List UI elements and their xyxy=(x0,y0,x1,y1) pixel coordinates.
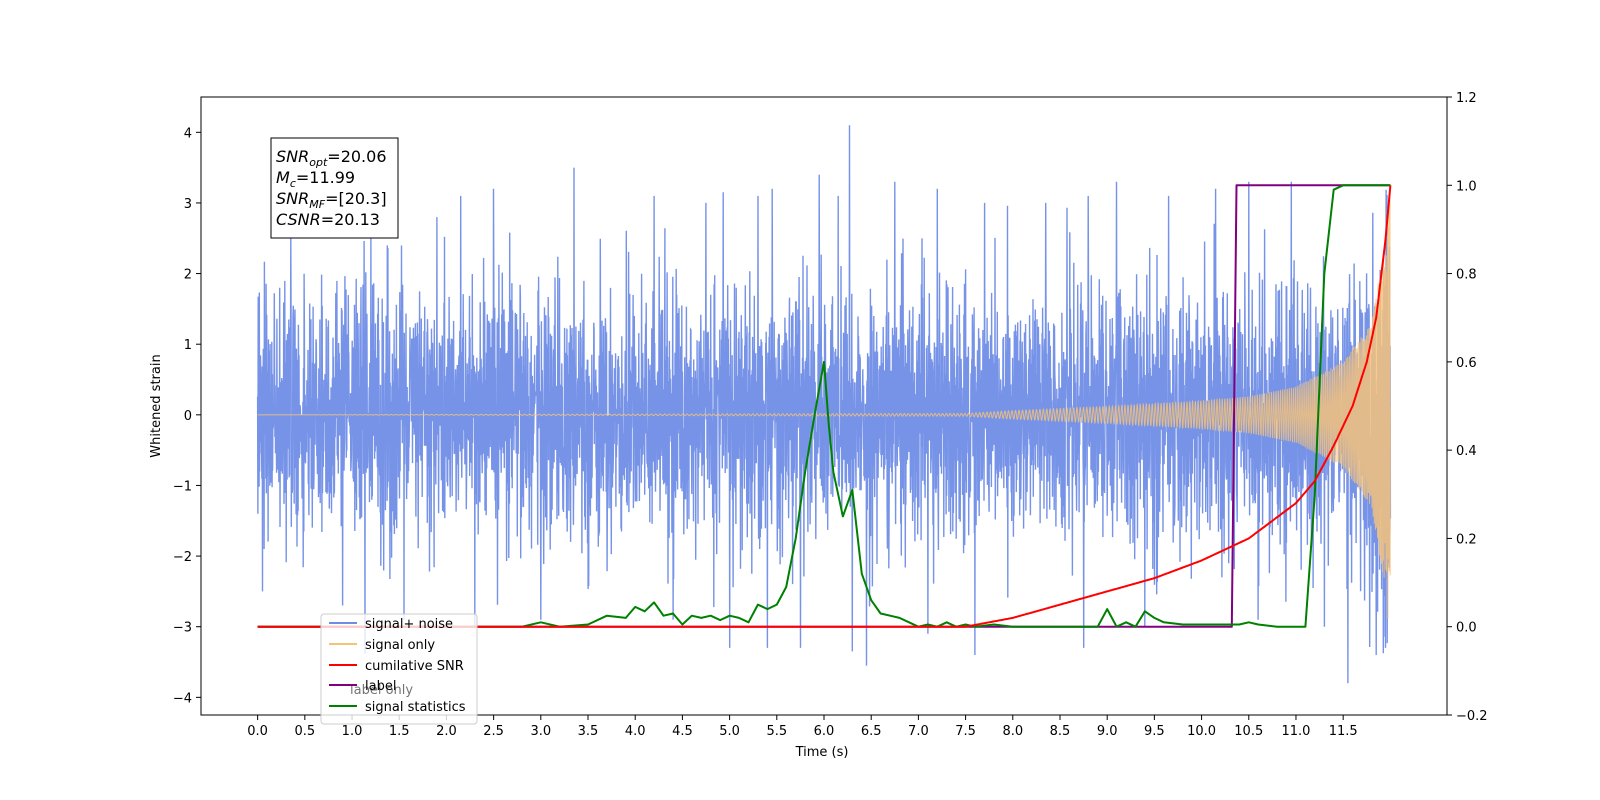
x-tick-label: 0.0 xyxy=(247,724,268,739)
x-tick-label: 11.0 xyxy=(1281,724,1310,739)
x-tick-label: 1.5 xyxy=(389,724,410,739)
x-tick-label: 8.0 xyxy=(1002,724,1023,739)
y-tick-label: −2 xyxy=(173,550,192,565)
x-tick-label: 1.0 xyxy=(342,724,363,739)
y2-tick-label: 1.2 xyxy=(1456,91,1477,106)
annotation-line: SNRMF=[20.3] xyxy=(276,189,387,211)
x-tick-label: 7.5 xyxy=(955,724,976,739)
x-tick-label: 9.5 xyxy=(1144,724,1165,739)
series-signal-statistics xyxy=(257,184,1391,628)
x-tick-label: 2.0 xyxy=(436,724,457,739)
annotation-line: Mc=11.99 xyxy=(276,168,355,190)
annotation-line: CSNR=20.13 xyxy=(276,210,380,229)
y2-tick-label: 0.4 xyxy=(1456,444,1477,459)
x-tick-label: 7.0 xyxy=(908,724,929,739)
legend: label only signal+ noise signal only cumila… xyxy=(320,613,478,725)
y2-tick-label: 0.0 xyxy=(1456,621,1477,636)
y-axis-right: 1.2 1.0 0.8 0.6 0.4 0.2 0.0 −0.2 xyxy=(1447,91,1488,724)
y-tick-label: −1 xyxy=(173,479,192,494)
y2-tick-label: 0.2 xyxy=(1456,532,1477,547)
x-tick-label: 0.5 xyxy=(294,724,315,739)
y-tick-label: −3 xyxy=(173,621,192,636)
x-axis: 0.0 0.5 1.0 1.5 2.0 2.5 3.0 3.5 4.0 4.5 5.0 5.5 6.0 6… xyxy=(247,715,1358,739)
x-tick-label: 6.0 xyxy=(814,724,835,739)
x-tick-label: 3.5 xyxy=(578,724,599,739)
plot-area xyxy=(256,125,1392,684)
legend-label: cumilative SNR xyxy=(365,659,464,674)
y-axis-label: Whitened strain xyxy=(149,354,164,457)
x-tick-label: 5.5 xyxy=(766,724,787,739)
legend-label-faded: label only xyxy=(350,683,413,698)
x-axis-label: Time (s) xyxy=(795,745,849,760)
y-tick-label: 2 xyxy=(184,268,192,283)
x-tick-label: 4.5 xyxy=(672,724,693,739)
legend-label: signal+ noise xyxy=(365,617,453,632)
x-tick-label: 5.0 xyxy=(719,724,740,739)
y2-tick-label: 0.8 xyxy=(1456,268,1477,283)
x-tick-label: 3.0 xyxy=(530,724,551,739)
y-tick-label: −4 xyxy=(173,691,192,706)
y-axis-left: 4 3 2 1 0 −1 −2 −3 −4 xyxy=(173,126,201,706)
x-tick-label: 4.0 xyxy=(625,724,646,739)
y2-tick-label: 0.6 xyxy=(1456,356,1477,371)
legend-label: signal only xyxy=(365,638,435,653)
y-tick-label: 1 xyxy=(184,338,192,353)
legend-label: signal statistics xyxy=(365,700,466,715)
series-cumulative-snr xyxy=(257,185,1392,628)
series-signal-noise xyxy=(256,125,1392,684)
x-tick-label: 10.0 xyxy=(1187,724,1216,739)
x-tick-label: 11.5 xyxy=(1329,724,1358,739)
x-tick-label: 2.5 xyxy=(483,724,504,739)
x-tick-label: 10.5 xyxy=(1234,724,1263,739)
y-tick-label: 3 xyxy=(184,197,192,212)
y2-tick-label: 1.0 xyxy=(1456,179,1477,194)
y2-tick-label: −0.2 xyxy=(1456,709,1488,724)
y-tick-label: 4 xyxy=(184,126,192,141)
series-signal-only xyxy=(257,186,1391,619)
legend-label: label xyxy=(365,679,396,694)
y-tick-label: 0 xyxy=(184,409,192,424)
legend-frame xyxy=(320,613,478,725)
x-tick-label: 9.0 xyxy=(1097,724,1118,739)
annotation-frame xyxy=(270,137,399,239)
annotation-line: SNRopt=20.06 xyxy=(276,147,387,169)
annotation-box: SNRopt=20.06Mc=11.99SNRMF=[20.3]CSNR=20.… xyxy=(270,137,399,239)
x-tick-label: 6.5 xyxy=(861,724,882,739)
x-tick-label: 8.5 xyxy=(1050,724,1071,739)
